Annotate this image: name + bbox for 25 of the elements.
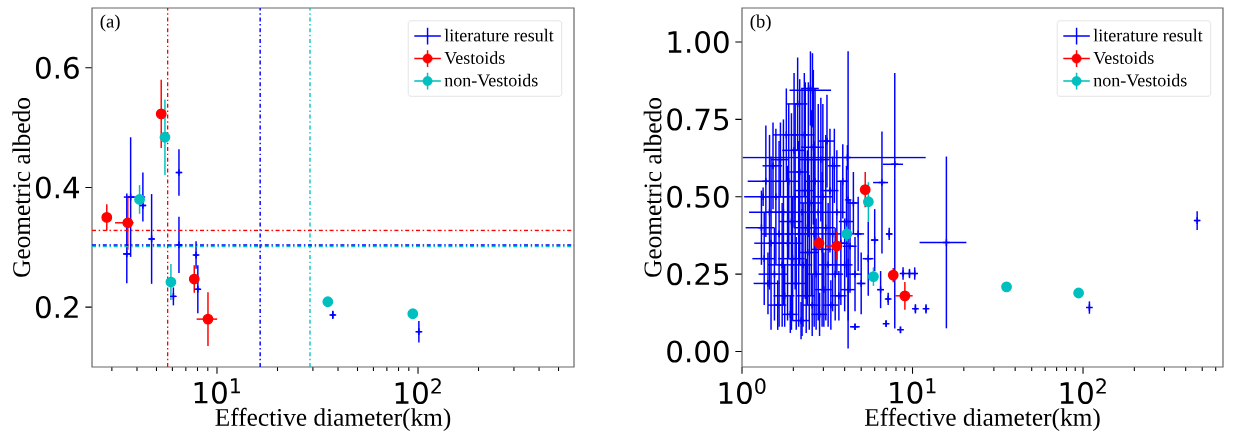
annotation: (b)	[750, 14, 771, 32]
y-axis-title: Geometric albedo	[643, 98, 662, 278]
y-tick-label: 1.00	[668, 31, 729, 54]
legend-label: non-Vestoids	[444, 74, 538, 87]
y-tick-label: 0.25	[667, 263, 729, 286]
x-tick-label: 10$^{2}$	[1060, 378, 1106, 405]
legend-label: literature result	[1093, 29, 1203, 42]
annotation: (a)	[100, 14, 120, 32]
legend-label: non-Vestoids	[1093, 74, 1187, 87]
legend-label: Vestoids	[444, 51, 505, 65]
x-axis-title: Effective diameter(km)	[215, 408, 451, 432]
y-tick-label: 0.4	[35, 176, 80, 199]
y-tick-label: 0.2	[35, 296, 78, 319]
y-tick-label: 0.6	[35, 56, 79, 80]
y-axis-title: Geometric albedo	[12, 98, 31, 278]
x-tick-label: 10$^{1}$	[890, 378, 936, 404]
x-tick-label: 10$^{0}$	[719, 378, 766, 405]
x-tick-label: 10$^{2}$	[395, 378, 441, 405]
x-tick-label: 10$^{1}$	[194, 378, 240, 404]
legend-label: literature result	[444, 29, 554, 42]
y-tick-label: 0.75	[667, 108, 729, 131]
x-axis-title: Effective diameter(km)	[864, 408, 1100, 432]
y-tick-label: 0.50	[667, 185, 729, 209]
y-tick-label: 0.00	[667, 340, 729, 363]
legend-label: Vestoids	[1093, 51, 1154, 65]
